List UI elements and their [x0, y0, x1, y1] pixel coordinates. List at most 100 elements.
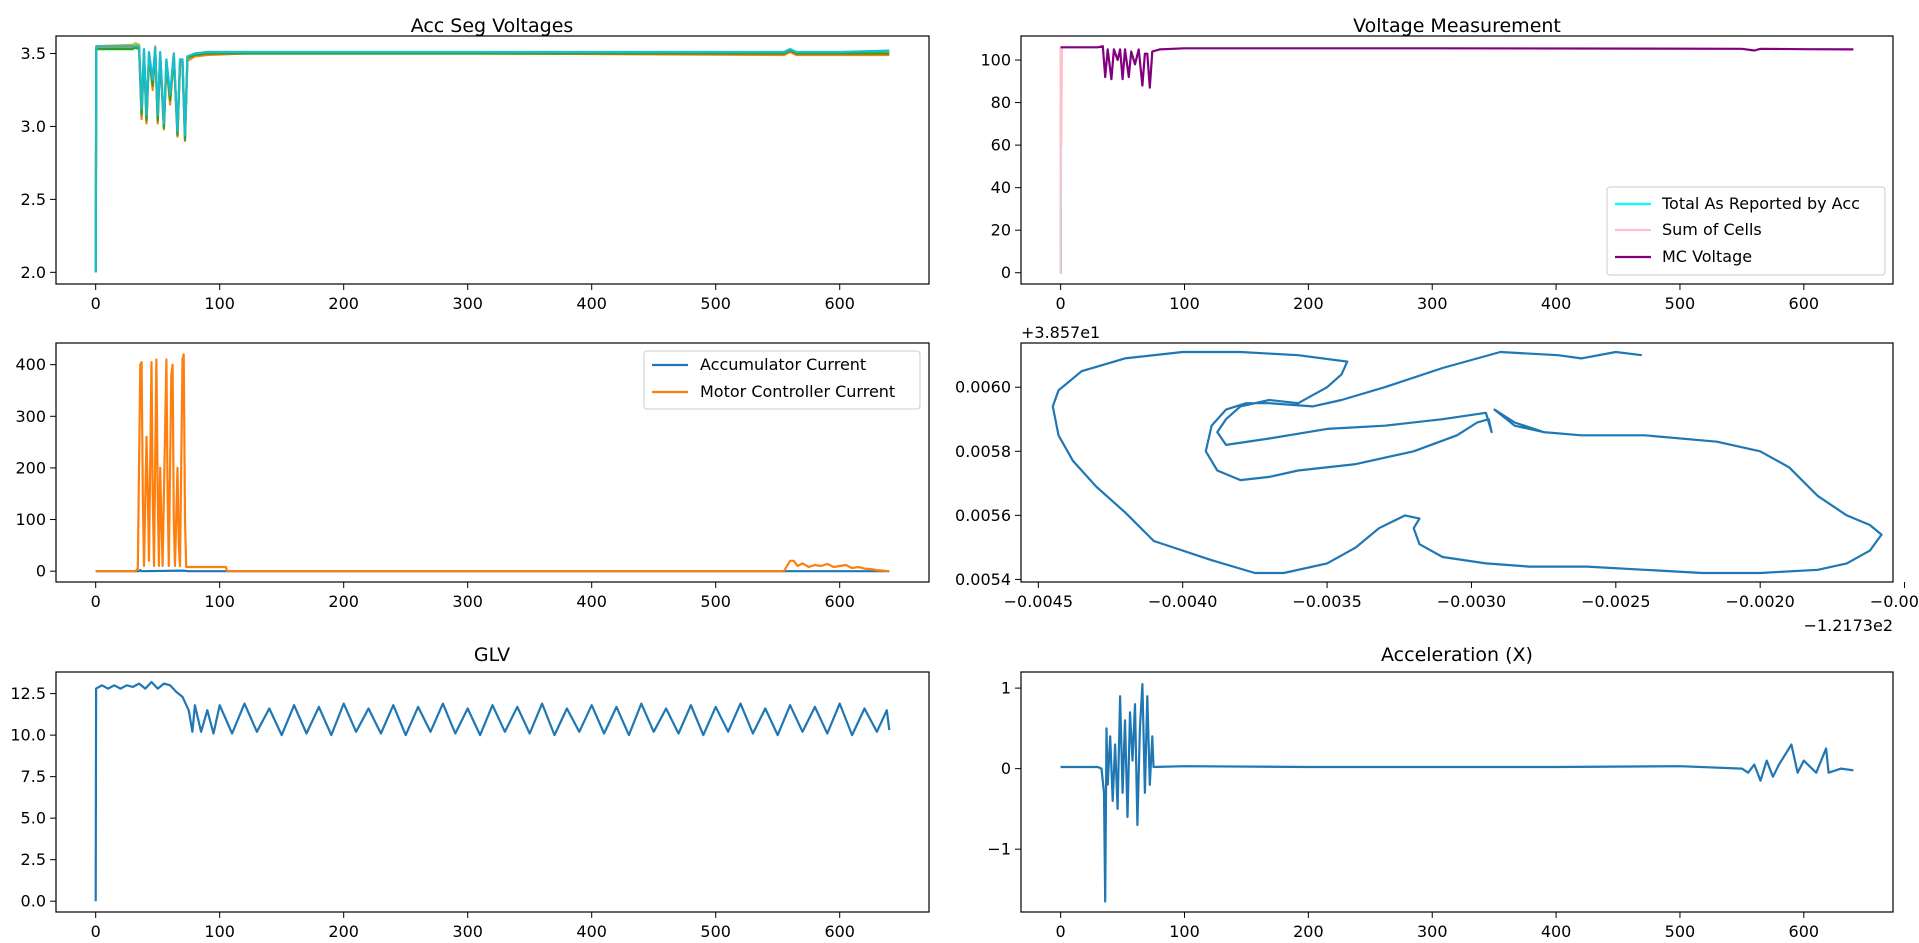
x-tick-label: 100	[204, 922, 235, 941]
series-line-3	[94, 46, 890, 273]
x-tick-label: −0.0015	[1870, 592, 1919, 611]
y-tick-label: 2.5	[21, 190, 46, 209]
y-tick-label: 40	[991, 178, 1011, 197]
legend-box	[643, 350, 921, 410]
series-line-1	[1060, 683, 1854, 903]
x-tick-label: 400	[576, 294, 607, 313]
y-tick-label: 0.0054	[955, 570, 1011, 589]
x-tick-label: 100	[1169, 294, 1200, 313]
x-tick-label: −0.0035	[1292, 592, 1361, 611]
x-tick-label: 0	[91, 294, 101, 313]
x-tick-label: 400	[576, 592, 607, 611]
series-line-1	[1051, 350, 1883, 575]
panel-gps-track: +3.857e1 −1.2173e2 −0.0045 −0.0040 −0.0035…	[955, 323, 1919, 635]
x-tick-label: 600	[824, 592, 855, 611]
series-line-2	[95, 353, 890, 573]
x-tick-label: 300	[452, 294, 483, 313]
y-tick-label: 60	[991, 136, 1011, 155]
x-tick-label: 0	[1056, 922, 1066, 941]
x-tick-label: −0.0030	[1437, 592, 1506, 611]
y-tick-label: 2.0	[21, 263, 46, 282]
x-tick-label: −0.0045	[1004, 592, 1073, 611]
panel-acc-seg-voltages: Acc Seg Voltages 0 100 200 300 400 500 600 2.0 2…	[21, 15, 930, 313]
x-tick-label: 0	[1056, 294, 1066, 313]
x-tick-label: −0.0025	[1581, 592, 1650, 611]
x-tick-label: 300	[1417, 294, 1448, 313]
legend-label: MC Voltage	[1662, 247, 1752, 266]
x-tick-label: 0	[91, 922, 101, 941]
y-tick-label: 0.0	[21, 892, 46, 911]
x-tick-label: 100	[204, 294, 235, 313]
y-tick-label: 3.0	[21, 117, 46, 136]
chart-title: GLV	[474, 644, 510, 666]
y-tick-label: 20	[991, 221, 1011, 240]
panel-glv: GLV 0 100 200 300 400 500 600 0.0 2.5 5.0 7.5 10.0 1…	[10, 644, 930, 941]
x-tick-label: 600	[1789, 922, 1820, 941]
legend: Accumulator Current Motor Controller Cur…	[643, 350, 921, 410]
chart-title: Acc Seg Voltages	[411, 15, 574, 37]
x-tick-label: 500	[700, 294, 731, 313]
x-tick-label: 500	[700, 592, 731, 611]
y-tick-label: 200	[15, 458, 46, 477]
x-tick-label: 600	[824, 294, 855, 313]
y-tick-label: 2.5	[21, 850, 46, 869]
y-tick-label: 300	[15, 407, 46, 426]
legend: Total As Reported by Acc Sum of Cells MC…	[1606, 186, 1886, 276]
plot-frame	[1020, 35, 1894, 285]
series-line-4	[94, 45, 890, 273]
x-tick-label: 400	[576, 922, 607, 941]
plot-frame	[55, 35, 930, 285]
legend-label: Accumulator Current	[700, 355, 866, 374]
x-tick-label: 600	[824, 922, 855, 941]
x-tick-label: 300	[452, 592, 483, 611]
y-tick-label: 3.5	[21, 44, 46, 63]
y-tick-label: 0	[1001, 263, 1011, 282]
y-tick-label: 0.0056	[955, 506, 1011, 525]
series-line-1	[94, 42, 890, 273]
x-tick-label: 500	[700, 922, 731, 941]
x-tick-label: −0.0040	[1148, 592, 1217, 611]
y-tick-label: 7.5	[21, 767, 46, 786]
y-tick-label: 5.0	[21, 809, 46, 828]
x-tick-label: 100	[204, 592, 235, 611]
x-tick-label: 300	[452, 922, 483, 941]
y-tick-label: −1	[987, 840, 1011, 859]
series-line-2	[94, 45, 890, 273]
x-tick-label: 500	[1665, 922, 1696, 941]
y-tick-label: 10.0	[10, 726, 46, 745]
y-tick-label: 0	[1001, 759, 1011, 778]
series-group	[94, 42, 890, 273]
panel-voltage-measurement: Voltage Measurement 0 100 200 300 400 500 600 0…	[980, 15, 1894, 313]
legend-label: Total As Reported by Acc	[1661, 194, 1860, 213]
plot-frame	[1020, 342, 1894, 583]
y-tick-label: 100	[980, 51, 1011, 70]
x-tick-label: 300	[1417, 922, 1448, 941]
x-tick-label: 200	[328, 922, 359, 941]
x-tick-label: 100	[1169, 922, 1200, 941]
y-tick-label: 1	[1001, 679, 1011, 698]
series-line-3	[1060, 45, 1854, 89]
y-tick-label: 0.0060	[955, 378, 1011, 397]
legend-label: Motor Controller Current	[700, 382, 895, 401]
series-group	[94, 680, 891, 902]
series-line-1	[94, 680, 891, 902]
x-tick-label: 200	[1293, 294, 1324, 313]
series-group	[1051, 350, 1883, 575]
x-tick-label: 600	[1789, 294, 1820, 313]
y-tick-label: 12.5	[10, 684, 46, 703]
x-tick-label: 500	[1665, 294, 1696, 313]
y-tick-label: 0.0058	[955, 442, 1011, 461]
x-tick-label: 200	[328, 592, 359, 611]
x-tick-label: 200	[1293, 922, 1324, 941]
series-group	[95, 353, 890, 573]
legend-label: Sum of Cells	[1662, 220, 1762, 239]
series-group	[1059, 45, 1854, 274]
panel-acceleration-x: Acceleration (X) 0 100 200 300 400 500 600 −1 0 1	[987, 644, 1894, 941]
y-tick-label: 100	[15, 510, 46, 529]
x-tick-label: −0.0020	[1725, 592, 1794, 611]
plot-frame	[55, 342, 930, 583]
x-tick-label: 0	[91, 592, 101, 611]
legend-box	[1606, 186, 1886, 276]
plot-frame	[1020, 671, 1894, 913]
